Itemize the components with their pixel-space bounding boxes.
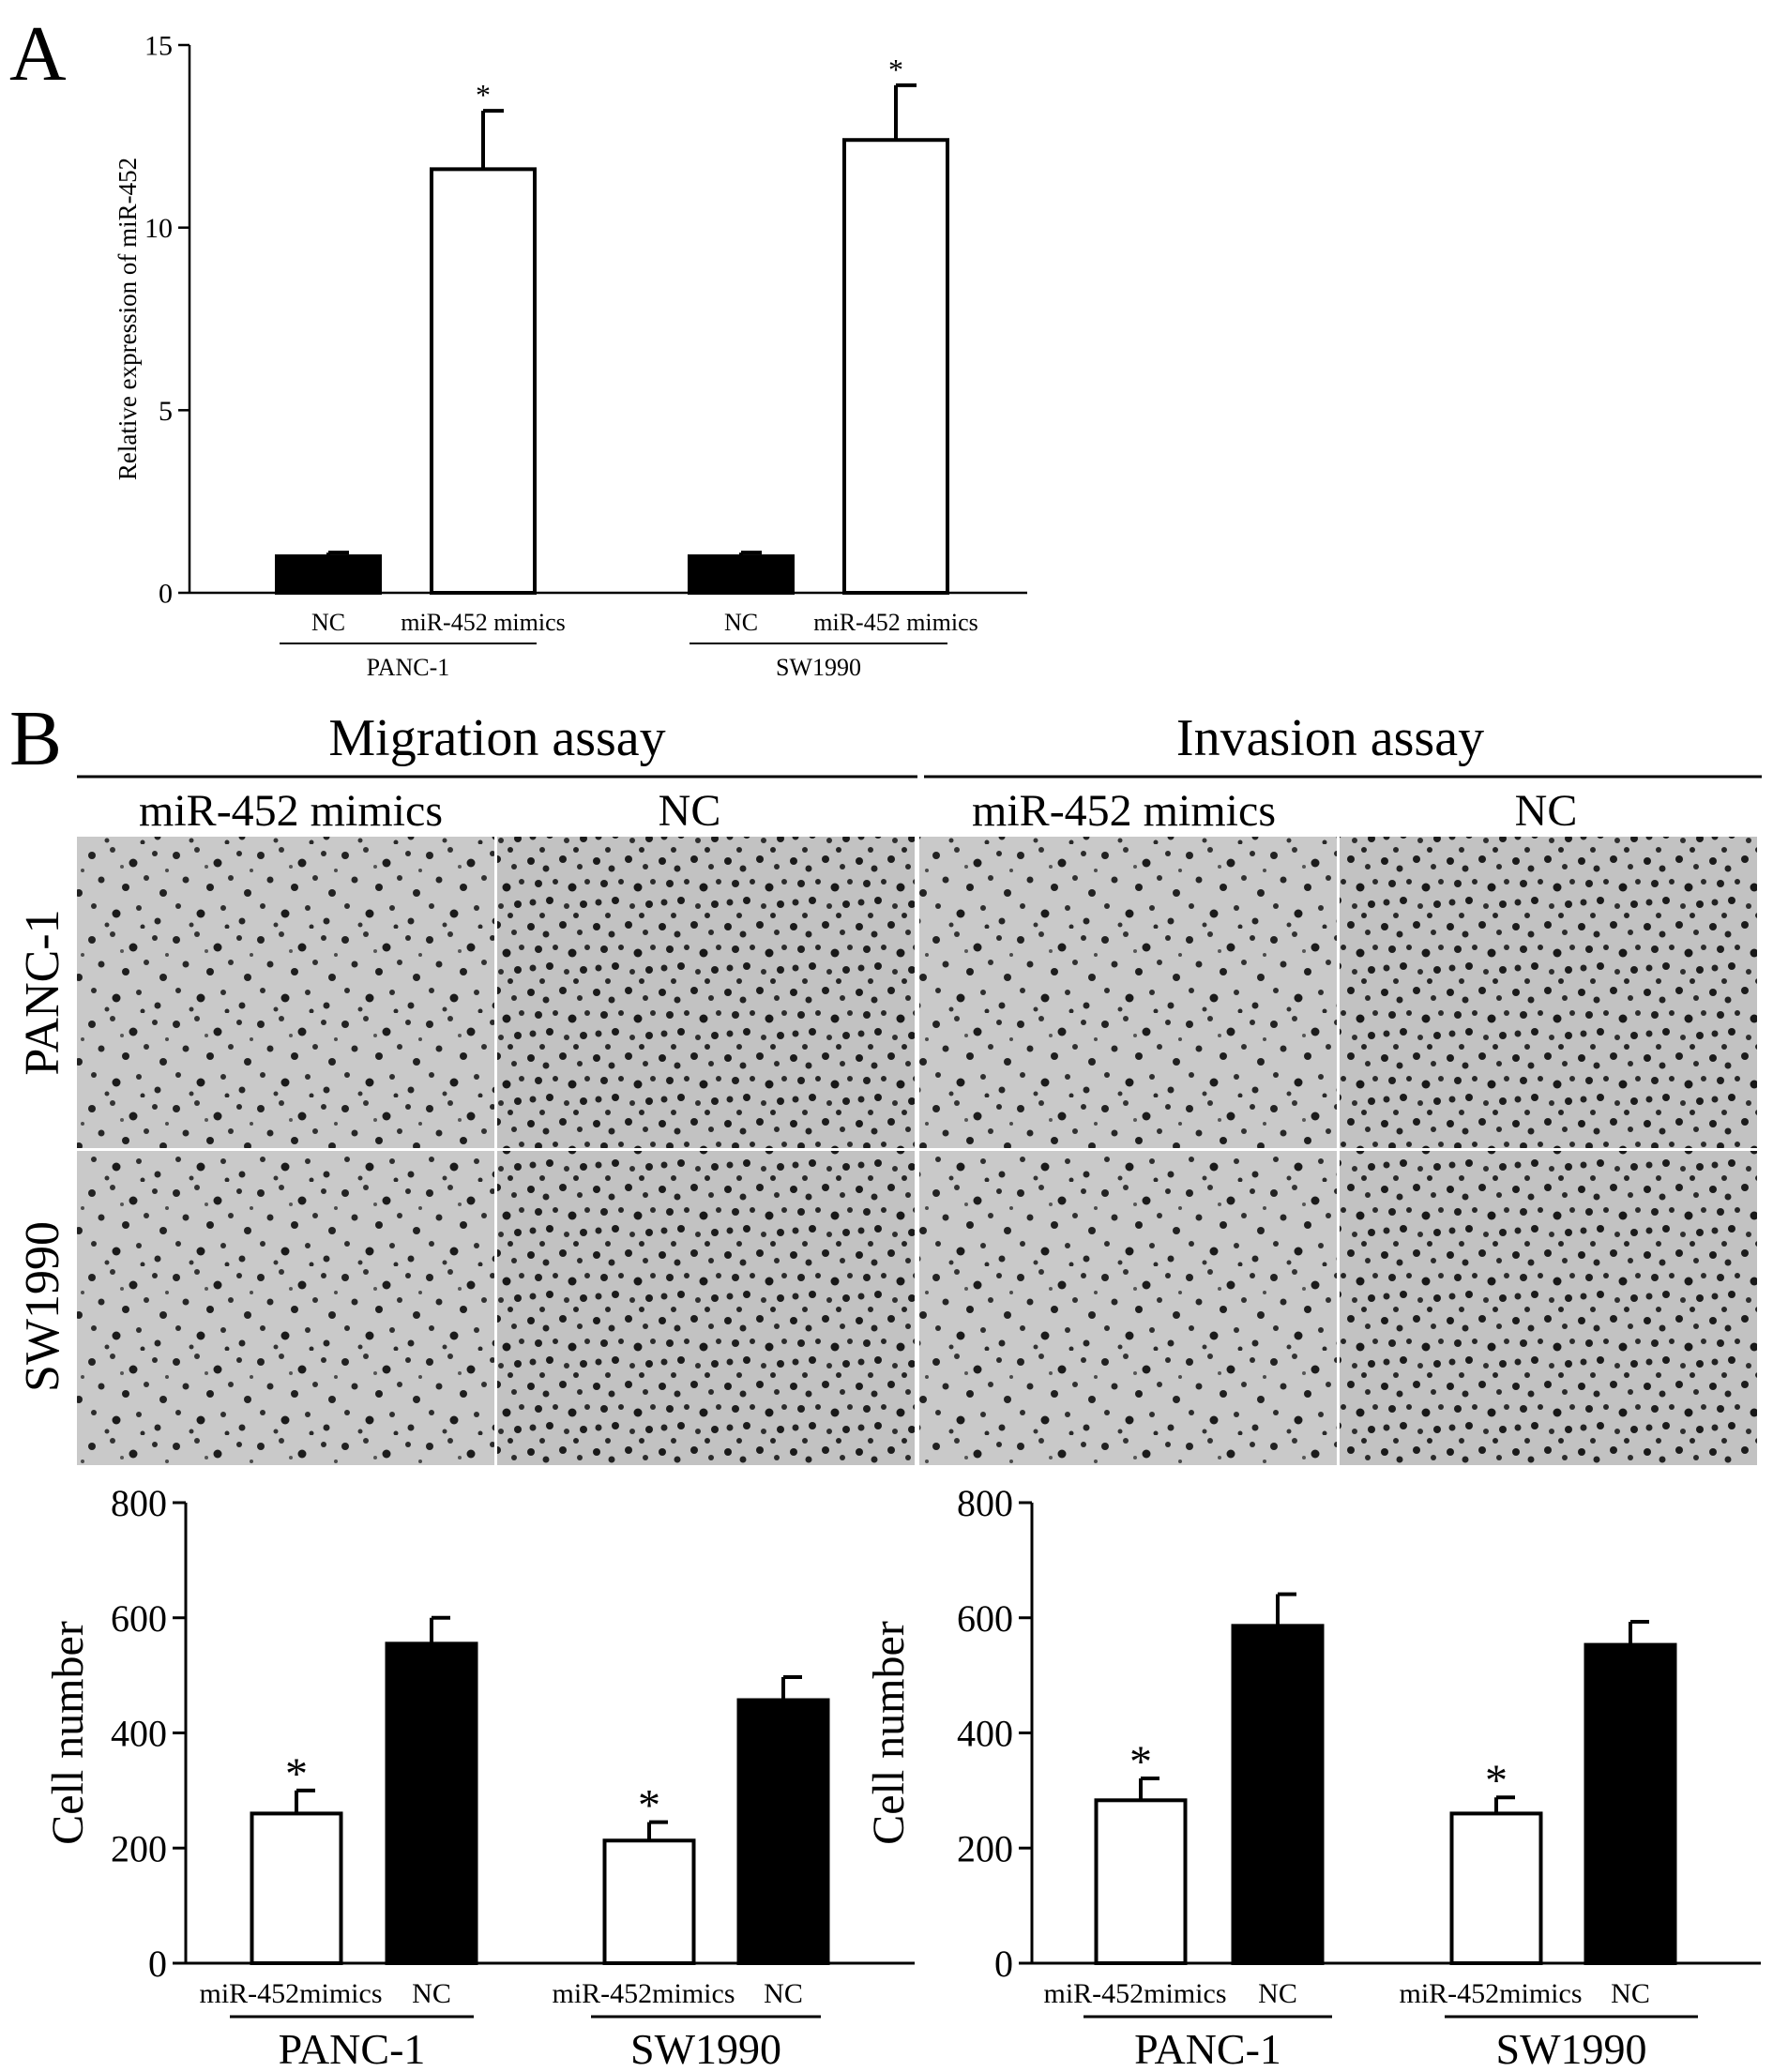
significance-star: * <box>1485 1756 1508 1806</box>
bar <box>385 1641 478 1966</box>
y-axis-label: Relative expression of miR-452 <box>114 158 142 480</box>
column-label-migration-mimics: miR-452 mimics <box>139 786 443 836</box>
bar <box>688 554 795 595</box>
y-tick-label: 0 <box>148 1943 167 1985</box>
significance-star: * <box>1129 1737 1152 1787</box>
y-tick-label: 200 <box>111 1827 167 1869</box>
y-tick-label: 0 <box>994 1943 1013 1985</box>
y-tick-label: 5 <box>159 396 173 427</box>
bar <box>842 138 949 596</box>
y-tick-label: 600 <box>111 1597 167 1640</box>
bar <box>430 167 537 596</box>
row-label-panc1: PANC-1 <box>16 909 69 1075</box>
column-label-migration-nc: NC <box>659 786 721 836</box>
category-label: NC <box>311 609 345 636</box>
category-label: NC <box>764 1978 803 2009</box>
micrograph-grid <box>77 837 1757 1465</box>
group-label: SW1990 <box>776 654 861 681</box>
significance-star: * <box>638 1781 660 1831</box>
y-tick-label: 0 <box>159 579 173 610</box>
bar <box>275 554 382 595</box>
y-axis-label: Cell number <box>864 1621 914 1845</box>
category-label: miR-452mimics <box>553 1978 735 2009</box>
micrograph-sw1990-invasion-mimics <box>919 1151 1337 1465</box>
y-tick-label: 10 <box>144 213 173 244</box>
micrograph-sw1990-invasion-nc <box>1340 1151 1757 1465</box>
category-label: NC <box>1611 1978 1650 2009</box>
category-label: NC <box>412 1978 451 2009</box>
column-label-invasion-mimics: miR-452 mimics <box>972 786 1276 836</box>
micrograph-sw1990-migration-mimics <box>77 1151 494 1465</box>
group-label: PANC-1 <box>367 654 450 681</box>
y-tick-label: 200 <box>957 1827 1013 1869</box>
bar <box>736 1698 830 1965</box>
bar <box>1449 1811 1543 1966</box>
y-tick-label: 15 <box>144 31 173 62</box>
y-tick-label: 400 <box>111 1713 167 1755</box>
chart-b-invasion: 0 200 400 600 800 Cell number * miR-452mimics NC… <box>864 1482 1761 2072</box>
category-label: NC <box>1258 1978 1297 2009</box>
panel-a-letter: A <box>9 10 67 98</box>
micrograph-panc1-invasion-mimics <box>919 837 1337 1148</box>
chart-a: 0 5 10 15 Relative expression of miR-452 NC * m… <box>114 31 1027 681</box>
bar <box>1094 1798 1188 1965</box>
y-axis-label: Cell number <box>43 1621 93 1845</box>
significance-star: * <box>285 1749 308 1799</box>
bar <box>250 1811 343 1966</box>
bar <box>602 1838 696 1965</box>
bar <box>1584 1642 1677 1965</box>
column-label-invasion-nc: NC <box>1515 786 1578 836</box>
chart-b-migration: 0 200 400 600 800 Cell number * miR-452mimics NC… <box>43 1482 915 2072</box>
group-label: PANC-1 <box>279 2025 426 2072</box>
y-tick-label: 600 <box>957 1597 1013 1640</box>
category-label: miR-452mimics <box>1400 1978 1583 2009</box>
y-tick-label: 800 <box>957 1482 1013 1524</box>
micrograph-panc1-invasion-nc <box>1340 837 1757 1148</box>
panel-b-letter: B <box>9 695 62 782</box>
significance-star: * <box>888 53 903 86</box>
invasion-assay-title: Invasion assay <box>1176 709 1484 767</box>
category-label: NC <box>724 609 758 636</box>
migration-assay-title: Migration assay <box>328 709 665 767</box>
group-label: SW1990 <box>630 2025 781 2072</box>
micrograph-panc1-migration-nc <box>497 837 915 1148</box>
group-label: SW1990 <box>1496 2025 1647 2072</box>
category-label: miR-452 mimics <box>813 609 978 636</box>
micrograph-sw1990-migration-nc <box>497 1151 915 1465</box>
category-label: miR-452mimics <box>1044 1978 1227 2009</box>
y-tick-label: 400 <box>957 1713 1013 1755</box>
micrograph-panc1-migration-mimics <box>77 837 494 1148</box>
y-tick-label: 800 <box>111 1482 167 1524</box>
group-label: PANC-1 <box>1134 2025 1281 2072</box>
bar <box>1231 1624 1325 1966</box>
category-label: miR-452mimics <box>200 1978 383 2009</box>
significance-star: * <box>476 78 491 112</box>
row-label-sw1990: SW1990 <box>16 1221 69 1392</box>
category-label: miR-452 mimics <box>401 609 566 636</box>
